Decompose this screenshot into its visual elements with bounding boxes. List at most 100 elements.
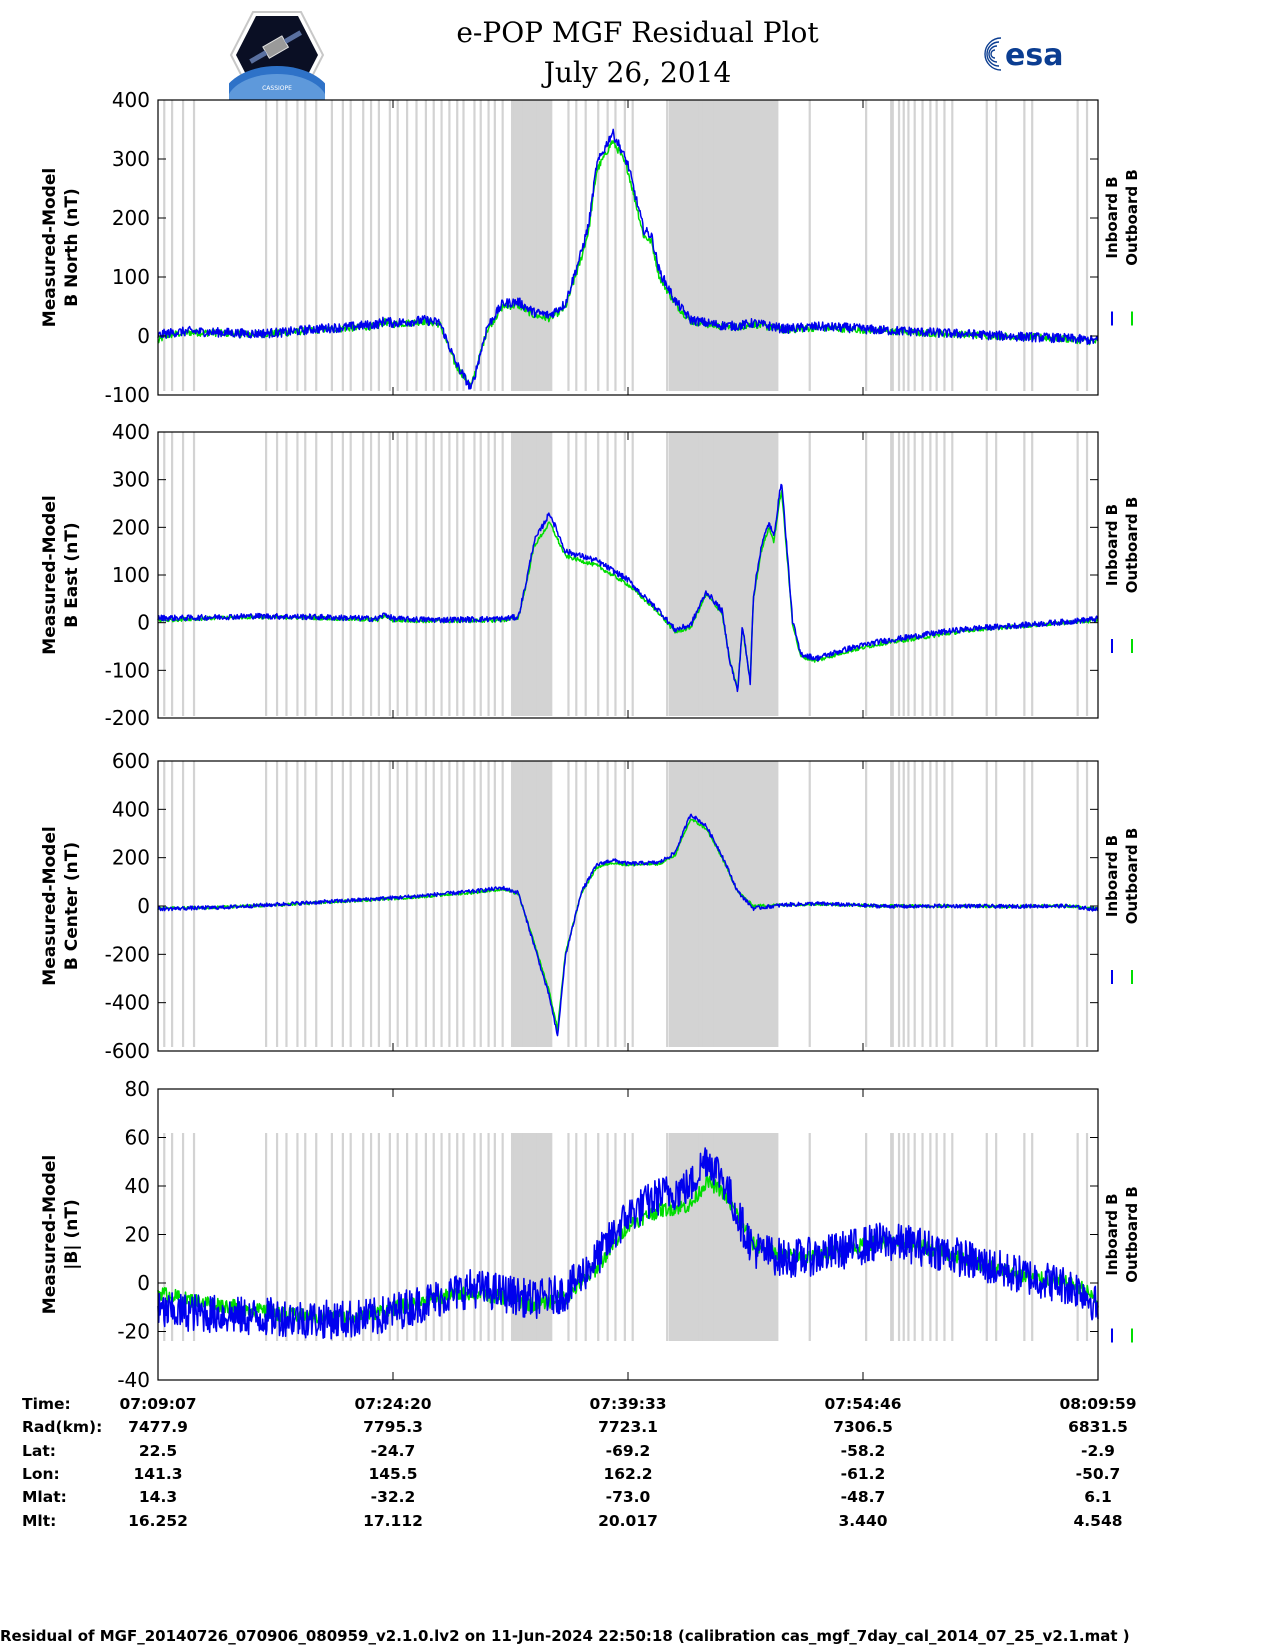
table-row-label: Mlat:	[22, 1488, 67, 1507]
table-cell: -50.7	[1075, 1464, 1121, 1483]
series-inboard-b	[157, 1147, 1099, 1340]
table-cell: 08:09:59	[1059, 1395, 1137, 1413]
table-cell: 6831.5	[1068, 1418, 1128, 1437]
chart-date: July 26, 2014	[543, 56, 732, 89]
table-cell: 7477.9	[128, 1418, 188, 1437]
y-tick-label: 20	[125, 1223, 150, 1247]
legend-label-outboard-b: Outboard B	[1123, 169, 1141, 266]
legend-label-outboard-b: Outboard B	[1123, 828, 1141, 925]
table-cell: -58.2	[840, 1441, 886, 1460]
y-tick-label: -200	[105, 706, 150, 730]
table-cell: -69.2	[605, 1441, 651, 1460]
table-cell: -2.9	[1081, 1441, 1115, 1460]
legend-label-inboard-b: Inboard B	[1103, 1193, 1121, 1275]
data-gap-band	[668, 432, 779, 716]
table-row-label: Lat:	[22, 1441, 56, 1460]
esa-logo-text: esa	[1005, 38, 1063, 73]
y-tick-label: -40	[117, 1368, 150, 1392]
y-tick-label: 200	[112, 515, 150, 539]
y-tick-label: 300	[112, 468, 150, 492]
y-tick-label: 300	[112, 147, 150, 171]
data-gap-band	[512, 100, 552, 391]
plot-frame	[157, 1088, 1099, 1381]
table-cell: 6.1	[1084, 1488, 1112, 1507]
y-tick-label: 400	[112, 420, 150, 444]
table-row-label: Mlt:	[22, 1511, 57, 1530]
y-tick-label: 0	[137, 324, 150, 348]
table-cell: 20.017	[598, 1511, 658, 1530]
legend-label-inboard-b: Inboard B	[1103, 835, 1121, 917]
data-gap-band	[668, 100, 779, 391]
y-tick-label: 80	[125, 1077, 150, 1101]
y-tick-label: 400	[112, 797, 150, 821]
y-tick-label: -100	[105, 383, 150, 407]
y-tick-label: 100	[112, 563, 150, 587]
y-tick-label: 0	[137, 894, 150, 918]
cassiope-logo-text: CASSIOPE	[262, 85, 292, 92]
y-tick-label: 200	[112, 846, 150, 870]
table-cell: 7723.1	[598, 1418, 658, 1437]
series-inboard-b	[157, 483, 1099, 693]
table-cell: -48.7	[840, 1488, 886, 1507]
series-inboard-b	[157, 128, 1099, 390]
table-cell: 7306.5	[833, 1418, 893, 1437]
data-gap-band	[668, 1133, 779, 1341]
table-cell: 14.3	[138, 1488, 178, 1507]
table-cell: 162.2	[603, 1464, 653, 1483]
table-cell: 145.5	[368, 1464, 418, 1483]
legend-label-outboard-b: Outboard B	[1123, 1186, 1141, 1283]
series-inboard-b	[157, 813, 1099, 1037]
table-cell: 16.252	[128, 1511, 188, 1530]
y-tick-label: -100	[105, 658, 150, 682]
table-cell: -73.0	[605, 1488, 651, 1507]
chart-title: e-POP MGF Residual Plot	[456, 16, 819, 49]
table-cell: 07:54:46	[824, 1395, 902, 1413]
series-outboard-b	[157, 818, 1099, 1031]
legend-label-inboard-b: Inboard B	[1103, 176, 1121, 258]
y-tick-label: -200	[105, 942, 150, 966]
chart-panel-4: -40 -20 0 20 40 60 80 Measured-Model |B| (nT) Inb…	[40, 1077, 1141, 1392]
table-cell: 3.440	[838, 1511, 888, 1530]
y-axis-label: B East (nT)	[62, 522, 82, 627]
y-axis-label: Measured-Model	[40, 495, 60, 654]
legend-label-inboard-b: Inboard B	[1103, 504, 1121, 586]
data-gap-band	[512, 432, 552, 716]
y-tick-label: 600	[112, 749, 150, 773]
table-cell: -61.2	[840, 1464, 886, 1483]
table-cell: -24.7	[370, 1441, 416, 1460]
table-row-label: Rad(km):	[22, 1418, 103, 1437]
data-gap-band	[512, 761, 552, 1047]
table-cell: 22.5	[138, 1441, 178, 1460]
series-outboard-b	[157, 140, 1099, 386]
y-axis-label: Measured-Model	[40, 168, 60, 327]
y-axis-label: |B| (nT)	[62, 1199, 82, 1270]
table-cell: 07:24:20	[354, 1395, 432, 1413]
y-tick-label: 400	[112, 88, 150, 112]
data-gap-band	[668, 761, 779, 1047]
chart-panel-1: -100 0 100 200 300 400 Measured-Model B North (…	[40, 88, 1141, 407]
y-tick-label: 60	[125, 1126, 150, 1150]
series-outboard-b	[157, 489, 1099, 689]
chart-panel-3: -600 -400 -200 0 200 400 600 Measured-Model B Ce…	[40, 749, 1141, 1063]
y-tick-label: 0	[137, 611, 150, 635]
plot-frame	[157, 431, 1099, 719]
chart-panel-2: -200 -100 0 100 200 300 400 Measured-Model B Eas…	[40, 420, 1141, 730]
cassiope-logo: CASSIOPE	[229, 11, 325, 100]
table-cell: 07:39:33	[589, 1395, 667, 1413]
y-tick-label: -600	[105, 1039, 150, 1063]
y-tick-label: 0	[137, 1271, 150, 1295]
table-cell: -32.2	[370, 1488, 416, 1507]
footer-caption: Residual of MGF_20140726_070906_080959_v…	[0, 1627, 1130, 1645]
y-axis-label: B Center (nT)	[62, 842, 82, 970]
table-cell: 07:09:07	[119, 1395, 197, 1413]
table-cell: 7795.3	[363, 1418, 423, 1437]
y-tick-label: 200	[112, 206, 150, 230]
table-cell: 4.548	[1073, 1511, 1123, 1530]
y-tick-label: 40	[125, 1174, 150, 1198]
y-tick-label: 100	[112, 265, 150, 289]
y-tick-label: -20	[117, 1320, 150, 1344]
table-row-label: Time:	[22, 1395, 71, 1413]
table-cell: 141.3	[133, 1464, 183, 1483]
esa-logo: esa	[984, 37, 1063, 73]
